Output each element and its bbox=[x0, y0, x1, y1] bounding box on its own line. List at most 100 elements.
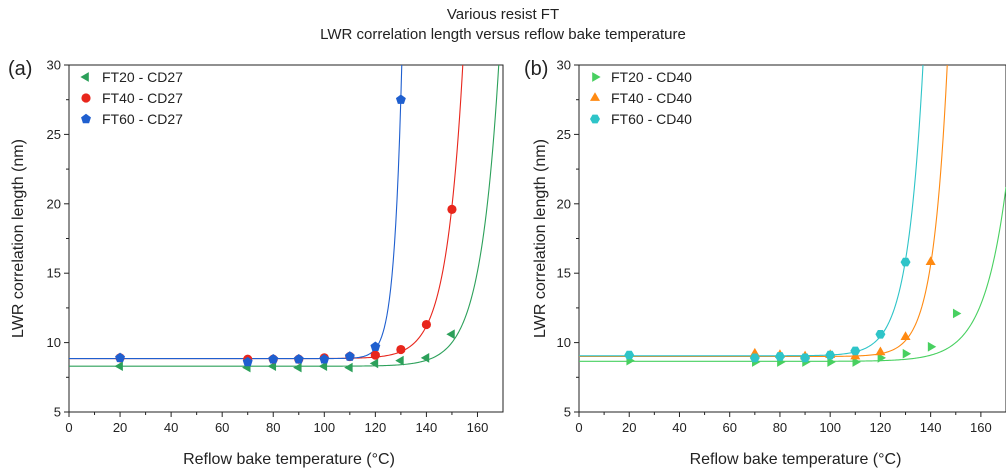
data-point bbox=[774, 352, 785, 361]
y-tick-label: 15 bbox=[557, 266, 571, 281]
data-point bbox=[446, 329, 455, 340]
data-point bbox=[395, 355, 404, 366]
y-tick-label: 30 bbox=[557, 58, 571, 73]
legend-marker bbox=[80, 72, 89, 82]
data-point bbox=[344, 351, 355, 361]
fit-curve bbox=[579, 65, 948, 358]
legend-marker bbox=[81, 93, 91, 103]
fit-curve bbox=[579, 187, 1006, 362]
data-point bbox=[115, 352, 125, 363]
legend-label: FT60 - CD40 bbox=[611, 111, 692, 127]
x-tick-label: 0 bbox=[65, 420, 72, 435]
x-tick-label: 20 bbox=[622, 420, 636, 435]
data-point bbox=[242, 356, 253, 367]
fit-curve bbox=[69, 65, 403, 360]
data-point bbox=[319, 354, 330, 364]
fit-curves bbox=[69, 65, 500, 367]
data-point bbox=[952, 308, 962, 319]
fit-curve bbox=[579, 65, 924, 357]
data-point bbox=[370, 341, 381, 351]
y-tick-label: 5 bbox=[564, 405, 571, 420]
fit-curve bbox=[69, 65, 500, 367]
data-point bbox=[900, 257, 911, 267]
x-tick-label: 40 bbox=[672, 420, 686, 435]
x-tick-label: 160 bbox=[970, 420, 992, 435]
legend-label: FT60 - CD27 bbox=[102, 111, 183, 127]
panel-label: (b) bbox=[524, 58, 548, 80]
data-point bbox=[369, 358, 379, 369]
series-points bbox=[114, 329, 455, 373]
x-tick-label: 0 bbox=[575, 420, 582, 435]
x-tick-label: 40 bbox=[164, 420, 178, 435]
data-point bbox=[447, 204, 457, 214]
data-point bbox=[925, 256, 936, 265]
data-point bbox=[877, 353, 887, 363]
series-points bbox=[115, 94, 406, 367]
figure-title-line-2: LWR correlation length versus reflow bak… bbox=[320, 26, 686, 43]
data-point bbox=[396, 344, 406, 355]
legend-marker bbox=[81, 113, 91, 124]
data-point bbox=[421, 319, 432, 330]
data-point bbox=[875, 329, 886, 339]
legend-marker bbox=[589, 92, 601, 101]
x-tick-label: 120 bbox=[870, 420, 892, 435]
data-point bbox=[344, 362, 353, 373]
legend-label: FT40 - CD40 bbox=[611, 90, 692, 106]
series-points bbox=[115, 204, 457, 364]
data-point bbox=[268, 354, 279, 364]
y-tick-label: 20 bbox=[557, 196, 571, 211]
series-points bbox=[626, 308, 962, 367]
x-tick-label: 80 bbox=[773, 420, 787, 435]
y-tick-label: 10 bbox=[557, 335, 571, 350]
series-points bbox=[749, 256, 936, 360]
data-point bbox=[395, 94, 406, 104]
legend: FT20 - CD40 FT40 - CD40 FT60 - CD40 bbox=[589, 69, 692, 127]
y-tick-label: 10 bbox=[47, 335, 61, 350]
data-point bbox=[749, 353, 760, 363]
fit-curves bbox=[579, 65, 1006, 362]
x-tick-label: 160 bbox=[467, 420, 489, 435]
panel-b: 0 20 40 60 80 100 120 140 160 5 10 15 20 25 30 Reflow b… bbox=[524, 58, 1006, 468]
y-axis-label: LWR correlation length (nm) bbox=[10, 139, 27, 338]
data-point bbox=[293, 354, 304, 364]
y-tick-label: 30 bbox=[47, 58, 61, 73]
data-point bbox=[293, 362, 302, 373]
series-points bbox=[624, 257, 911, 363]
data-point bbox=[902, 348, 912, 359]
data-point bbox=[825, 350, 836, 360]
y-tick-label: 5 bbox=[54, 405, 61, 420]
legend-marker bbox=[592, 72, 601, 82]
y-axis-label: LWR correlation length (nm) bbox=[532, 139, 549, 338]
data-point bbox=[370, 350, 380, 360]
panel-label: (a) bbox=[8, 58, 32, 80]
x-tick-label: 140 bbox=[416, 420, 438, 435]
x-tick-label: 100 bbox=[313, 420, 335, 435]
data-point bbox=[827, 357, 836, 367]
x-tick-label: 140 bbox=[920, 420, 942, 435]
x-tick-label: 60 bbox=[722, 420, 736, 435]
data-point bbox=[114, 361, 123, 372]
data-point bbox=[800, 353, 811, 363]
y-tick-label: 25 bbox=[47, 127, 61, 142]
data-point bbox=[927, 341, 937, 352]
x-axis-label: Reflow bake temperature (°C) bbox=[690, 451, 902, 468]
legend-label: FT40 - CD27 bbox=[102, 90, 183, 106]
x-tick-label: 80 bbox=[266, 420, 280, 435]
legend-label: FT20 - CD27 bbox=[102, 69, 183, 85]
data-point bbox=[420, 353, 430, 363]
y-tick-label: 20 bbox=[47, 196, 61, 211]
x-tick-label: 120 bbox=[365, 420, 387, 435]
legend: FT20 - CD27 FT40 - CD27 FT60 - CD27 bbox=[80, 69, 183, 127]
x-tick-label: 20 bbox=[113, 420, 127, 435]
figure-title-line-1: Various resist FT bbox=[447, 6, 559, 23]
x-axis-label: Reflow bake temperature (°C) bbox=[183, 451, 395, 468]
data-point bbox=[875, 346, 886, 356]
data-point bbox=[900, 331, 911, 340]
data-point bbox=[318, 361, 328, 372]
data-point bbox=[850, 346, 861, 356]
legend-marker bbox=[590, 114, 600, 124]
fit-curve bbox=[69, 65, 464, 360]
legend-label: FT20 - CD40 bbox=[611, 69, 692, 85]
y-tick-label: 15 bbox=[47, 266, 61, 281]
